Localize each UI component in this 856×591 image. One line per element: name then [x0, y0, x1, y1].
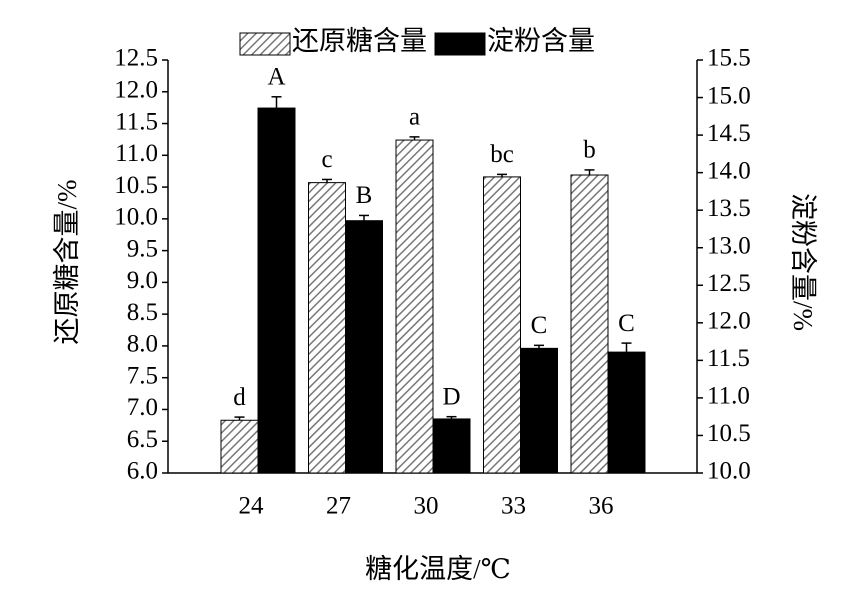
x-tick-label: 24: [239, 493, 265, 520]
y2-tick-label: 12.5: [707, 270, 751, 297]
y-tick-label: 7.5: [127, 362, 158, 389]
bar: [220, 419, 259, 474]
y-tick-label: 12.0: [114, 77, 158, 104]
significance-letter: C: [618, 310, 635, 337]
x-tick-label: 30: [414, 493, 439, 520]
y-tick-label: 10.5: [114, 172, 158, 199]
y-tick-label: 7.0: [127, 394, 158, 421]
x-axis-title: 糖化温度/℃: [365, 554, 511, 584]
bar: [607, 351, 646, 474]
bar: [520, 347, 558, 474]
y2-tick-label: 11.5: [707, 345, 750, 372]
bar: [257, 107, 296, 474]
y-tick-label: 6.5: [127, 426, 158, 453]
y-tick-label: 8.5: [127, 299, 158, 326]
y2-axis-title: 淀粉含量/%: [788, 193, 818, 331]
significance-letter: a: [409, 104, 420, 131]
bar: [345, 220, 383, 474]
y-tick-label: 12.5: [114, 45, 158, 72]
significance-letter: b: [583, 137, 596, 164]
y-tick-label: 9.5: [127, 235, 158, 262]
significance-letter: c: [321, 146, 332, 173]
x-tick-label: 36: [589, 493, 614, 520]
y2-tick-label: 10.0: [707, 458, 751, 485]
y-axis-title: 还原糖含量/%: [52, 180, 82, 345]
y-tick-label: 9.0: [127, 267, 158, 294]
y-tick-label: 10.0: [114, 204, 158, 231]
y2-tick-label: 12.0: [707, 308, 751, 335]
bar: [432, 418, 471, 474]
legend-label: 淀粉含量: [487, 26, 595, 56]
y-tick-label: 6.0: [127, 458, 158, 485]
bar: [308, 182, 346, 474]
legend-swatch: [434, 32, 486, 56]
significance-letter: A: [267, 64, 285, 91]
significance-letter: bc: [490, 141, 514, 168]
significance-letter: B: [356, 182, 373, 209]
x-tick-label: 27: [326, 493, 351, 520]
y2-tick-label: 11.0: [707, 383, 750, 410]
y2-tick-label: 13.0: [707, 232, 751, 259]
bar: [570, 174, 609, 474]
legend-label: 还原糖含量: [292, 26, 427, 56]
y-tick-label: 8.0: [127, 331, 158, 358]
y2-tick-label: 15.0: [707, 82, 751, 109]
y2-tick-label: 15.5: [707, 45, 751, 72]
y-tick-label: 11.5: [115, 108, 158, 135]
y-tick-label: 11.0: [115, 140, 158, 167]
significance-letter: C: [531, 312, 548, 339]
bar: [395, 139, 434, 474]
y2-tick-label: 14.0: [707, 157, 751, 184]
significance-letter: d: [233, 384, 246, 411]
y2-tick-label: 13.5: [707, 195, 751, 222]
bar: [483, 176, 521, 474]
significance-letter: D: [442, 383, 460, 410]
y2-tick-label: 14.5: [707, 120, 751, 147]
legend-swatch: [239, 32, 291, 56]
y2-tick-label: 10.5: [707, 420, 751, 447]
x-tick-label: 33: [501, 493, 526, 520]
